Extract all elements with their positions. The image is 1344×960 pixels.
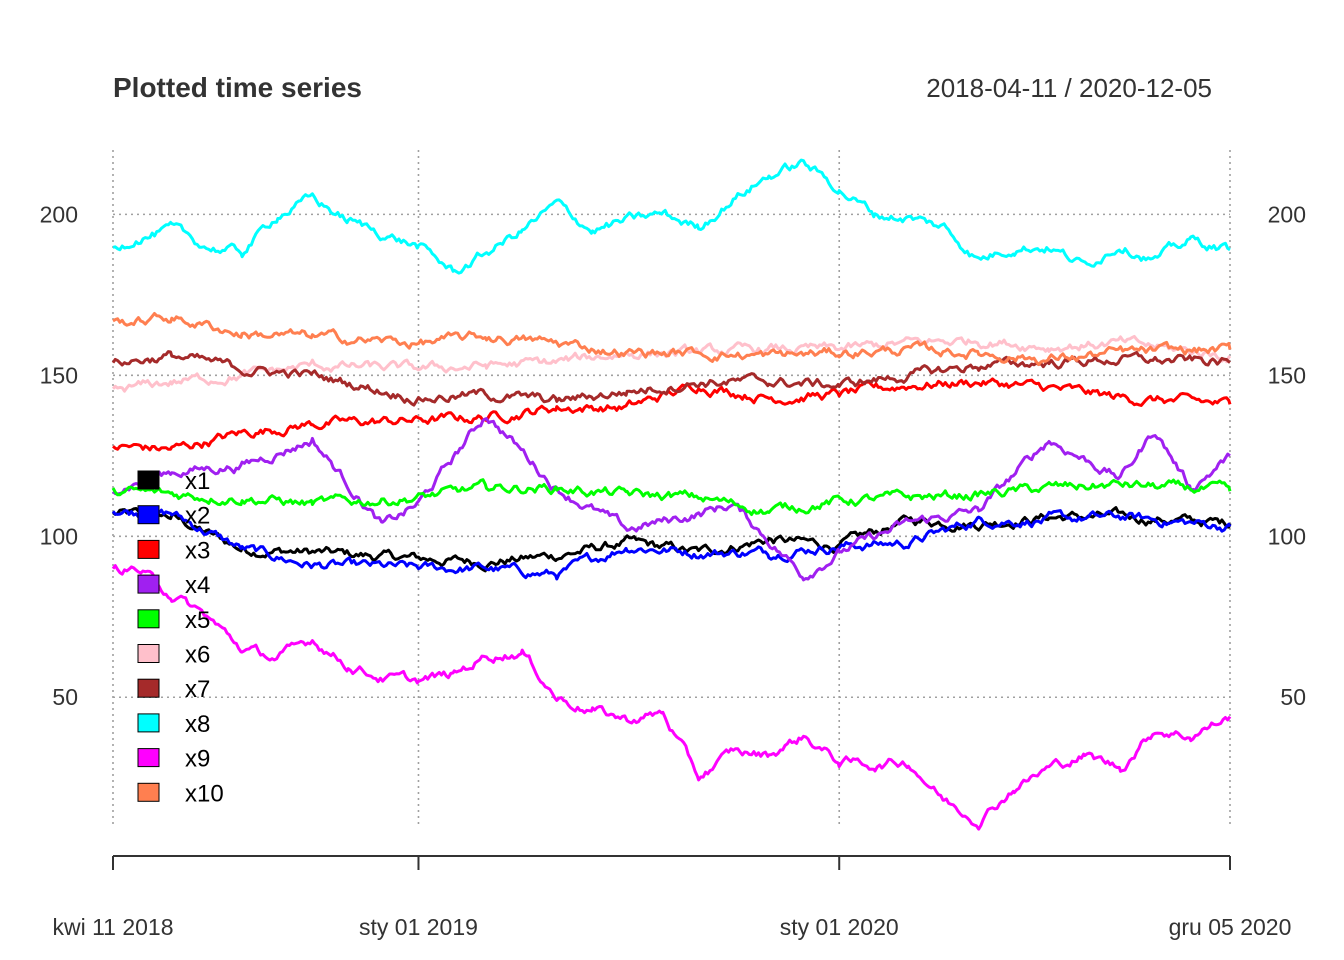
legend-swatch-x5 bbox=[137, 609, 160, 629]
legend-swatch-x7 bbox=[137, 678, 160, 698]
series-line-x1 bbox=[112, 506, 1232, 573]
series-layer bbox=[111, 158, 1232, 831]
y-tick-label-left-3: 200 bbox=[40, 201, 78, 227]
series-line-x9 bbox=[111, 564, 1232, 831]
y-tick-label-right-0: 50 bbox=[1280, 684, 1306, 710]
legend-label-x9: x9 bbox=[185, 746, 210, 773]
series-line-x10 bbox=[112, 312, 1232, 366]
y-tick-label-left-0: 50 bbox=[52, 684, 78, 710]
y-tick-label-right-1: 100 bbox=[1268, 523, 1306, 549]
legend-swatch-x6 bbox=[137, 644, 160, 663]
chart-title: Plotted time series bbox=[113, 72, 362, 103]
legend: x1 x2 x3 x4 x5 x6 x7 x8 x9 x10 bbox=[137, 468, 224, 807]
x-axis: kwi 11 2018 sty 01 2019 sty 01 2020 gru 05 … bbox=[52, 855, 1292, 940]
y-tick-label-right-2: 150 bbox=[1268, 362, 1306, 388]
legend-label-x8: x8 bbox=[185, 711, 210, 738]
series-line-x4 bbox=[111, 417, 1231, 582]
legend-label-x10: x10 bbox=[185, 780, 224, 807]
legend-label-x3: x3 bbox=[185, 537, 210, 564]
legend-label-x2: x2 bbox=[185, 503, 210, 530]
x-tick-label-2: sty 01 2020 bbox=[780, 914, 899, 940]
legend-label-x5: x5 bbox=[185, 607, 210, 634]
legend-label-x1: x1 bbox=[185, 468, 210, 495]
y-axis-left: 50 100 150 200 bbox=[40, 201, 78, 710]
legend-swatch-x9 bbox=[137, 748, 160, 768]
series-line-x2 bbox=[111, 508, 1232, 581]
legend-swatch-x2 bbox=[137, 505, 160, 525]
x-tick-label-1: sty 01 2019 bbox=[359, 914, 478, 940]
legend-label-x7: x7 bbox=[185, 676, 210, 703]
series-line-x5 bbox=[111, 478, 1232, 516]
legend-swatch-x8 bbox=[137, 713, 160, 733]
series-line-x3 bbox=[112, 377, 1232, 452]
legend-swatch-x3 bbox=[137, 539, 160, 559]
y-tick-label-left-2: 150 bbox=[40, 362, 78, 388]
legend-label-x4: x4 bbox=[185, 572, 210, 599]
y-axis-right: 50 100 150 200 bbox=[1268, 201, 1306, 710]
legend-label-x6: x6 bbox=[185, 642, 210, 669]
x-tick-label-0: kwi 11 2018 bbox=[52, 914, 173, 940]
date-range-label: 2018-04-11 / 2020-12-05 bbox=[926, 73, 1212, 103]
legend-swatch-x1 bbox=[137, 470, 160, 490]
legend-swatch-x4 bbox=[137, 574, 160, 594]
series-line-x7 bbox=[111, 350, 1231, 407]
y-tick-label-right-3: 200 bbox=[1268, 201, 1306, 227]
x-tick-label-3: gru 05 2020 bbox=[1169, 914, 1292, 940]
legend-swatch-x10 bbox=[137, 782, 160, 802]
series-line-x8 bbox=[112, 158, 1231, 275]
y-tick-label-left-1: 100 bbox=[40, 523, 78, 549]
